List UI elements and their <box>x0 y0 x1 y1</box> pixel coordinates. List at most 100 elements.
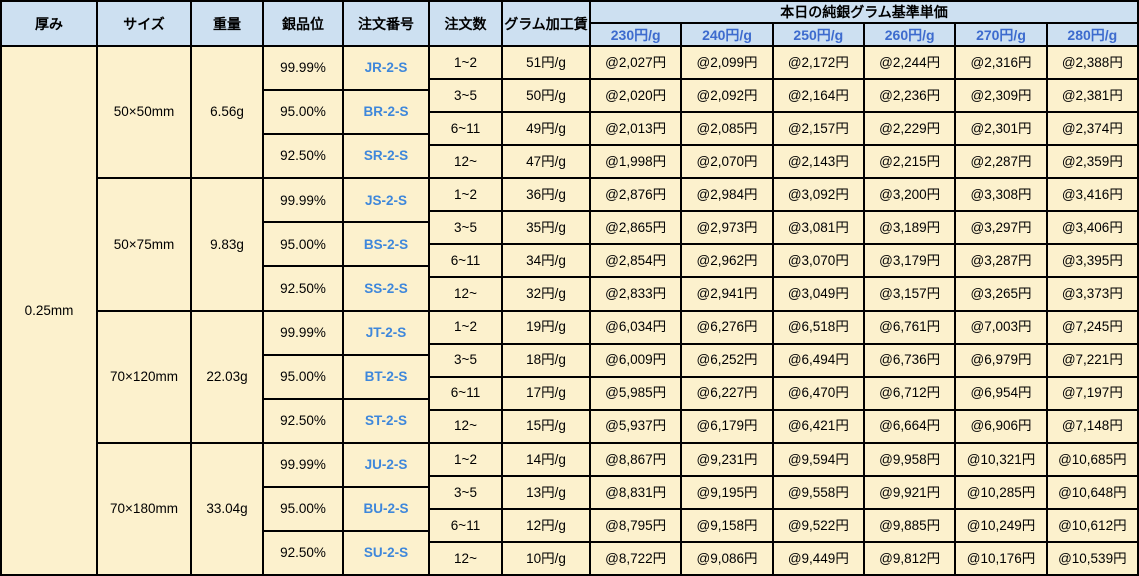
cell-order-qty: 3~5 <box>430 476 501 508</box>
order-number-link[interactable]: JT-2-S <box>344 311 428 354</box>
header-price-tier-2: 240円/g <box>682 24 772 45</box>
cell-price: @9,086円 <box>682 542 772 574</box>
cell-price: @9,195円 <box>682 476 772 508</box>
cell-price: @8,722円 <box>591 542 681 574</box>
header-thickness: 厚み <box>2 2 96 45</box>
cell-price: @9,812円 <box>865 542 955 574</box>
cell-purity: 92.50% <box>264 399 342 442</box>
cell-price: @2,092円 <box>682 80 772 112</box>
cell-price: @3,179円 <box>865 245 955 277</box>
cell-weight: 9.83g <box>192 179 262 310</box>
order-number-link[interactable]: BR-2-S <box>344 91 428 134</box>
cell-order-qty: 1~2 <box>430 311 501 343</box>
cell-purity: 95.00% <box>264 223 342 266</box>
order-number-link[interactable]: BS-2-S <box>344 223 428 266</box>
cell-price: @1,998円 <box>591 146 681 178</box>
cell-price: @6,034円 <box>591 311 681 343</box>
cell-price: @2,854円 <box>591 245 681 277</box>
cell-gram-fee: 49円/g <box>503 113 589 145</box>
cell-order-qty: 6~11 <box>430 113 501 145</box>
cell-purity: 92.50% <box>264 531 342 574</box>
cell-price: @3,265円 <box>956 278 1046 310</box>
cell-price: @10,539円 <box>1047 542 1137 574</box>
cell-purity: 92.50% <box>264 267 342 310</box>
cell-price: @9,522円 <box>773 509 863 541</box>
cell-price: @6,276円 <box>682 311 772 343</box>
cell-price: @2,876円 <box>591 179 681 211</box>
header-order-qty: 注文数 <box>430 2 501 45</box>
cell-price: @2,215円 <box>865 146 955 178</box>
cell-price: @10,648円 <box>1047 476 1137 508</box>
cell-price: @3,200円 <box>865 179 955 211</box>
cell-purity: 92.50% <box>264 135 342 178</box>
order-number-link[interactable]: JR-2-S <box>344 47 428 90</box>
cell-price: @2,229円 <box>865 113 955 145</box>
cell-price: @2,359円 <box>1047 146 1137 178</box>
cell-weight: 22.03g <box>192 311 262 442</box>
cell-price: @9,958円 <box>865 443 955 475</box>
order-number-link[interactable]: JU-2-S <box>344 443 428 486</box>
cell-price: @10,176円 <box>956 542 1046 574</box>
cell-order-qty: 12~ <box>430 542 501 574</box>
order-number-link[interactable]: BT-2-S <box>344 355 428 398</box>
cell-price: @10,612円 <box>1047 509 1137 541</box>
header-price-group: 本日の純銀グラム基準単価 <box>591 2 1137 22</box>
cell-price: @7,148円 <box>1047 410 1137 442</box>
header-price-tier-3: 250円/g <box>773 24 863 45</box>
order-number-link[interactable]: JS-2-S <box>344 179 428 222</box>
cell-purity: 95.00% <box>264 487 342 530</box>
cell-gram-fee: 15円/g <box>503 410 589 442</box>
cell-price: @6,954円 <box>956 377 1046 409</box>
cell-price: @3,395円 <box>1047 245 1137 277</box>
cell-price: @3,049円 <box>773 278 863 310</box>
cell-price: @7,221円 <box>1047 344 1137 376</box>
cell-price: @2,316円 <box>956 47 1046 79</box>
order-number-link[interactable]: SR-2-S <box>344 135 428 178</box>
order-number-link[interactable]: SS-2-S <box>344 267 428 310</box>
cell-price: @6,252円 <box>682 344 772 376</box>
cell-price: @6,712円 <box>865 377 955 409</box>
cell-price: @2,287円 <box>956 146 1046 178</box>
header-purity: 銀品位 <box>264 2 342 45</box>
cell-price: @10,285円 <box>956 476 1046 508</box>
order-number-link[interactable]: SU-2-S <box>344 531 428 574</box>
cell-price: @3,092円 <box>773 179 863 211</box>
cell-price: @2,381円 <box>1047 80 1137 112</box>
cell-price: @6,761円 <box>865 311 955 343</box>
cell-gram-fee: 17円/g <box>503 377 589 409</box>
cell-price: @2,833円 <box>591 278 681 310</box>
cell-price: @6,227円 <box>682 377 772 409</box>
header-price-tier-5: 270円/g <box>956 24 1046 45</box>
cell-size: 70×180mm <box>98 443 190 574</box>
cell-order-qty: 1~2 <box>430 47 501 79</box>
cell-price: @3,189円 <box>865 212 955 244</box>
cell-price: @9,558円 <box>773 476 863 508</box>
cell-size: 70×120mm <box>98 311 190 442</box>
cell-price: @2,099円 <box>682 47 772 79</box>
cell-order-qty: 6~11 <box>430 245 501 277</box>
cell-gram-fee: 13円/g <box>503 476 589 508</box>
cell-price: @3,308円 <box>956 179 1046 211</box>
cell-price: @5,937円 <box>591 410 681 442</box>
cell-price: @10,321円 <box>956 443 1046 475</box>
cell-gram-fee: 50円/g <box>503 80 589 112</box>
cell-thickness: 0.25mm <box>2 47 96 574</box>
cell-price: @6,179円 <box>682 410 772 442</box>
cell-price: @2,172円 <box>773 47 863 79</box>
cell-order-qty: 3~5 <box>430 344 501 376</box>
cell-price: @2,143円 <box>773 146 863 178</box>
cell-order-qty: 12~ <box>430 410 501 442</box>
order-number-link[interactable]: BU-2-S <box>344 487 428 530</box>
cell-gram-fee: 19円/g <box>503 311 589 343</box>
cell-price: @3,297円 <box>956 212 1046 244</box>
header-gram-fee: グラム加工賃 <box>503 2 589 45</box>
cell-price: @2,244円 <box>865 47 955 79</box>
cell-purity: 99.99% <box>264 179 342 222</box>
cell-price: @8,795円 <box>591 509 681 541</box>
cell-price: @6,494円 <box>773 344 863 376</box>
order-number-link[interactable]: ST-2-S <box>344 399 428 442</box>
cell-weight: 6.56g <box>192 47 262 178</box>
cell-purity: 99.99% <box>264 311 342 354</box>
cell-price: @6,470円 <box>773 377 863 409</box>
